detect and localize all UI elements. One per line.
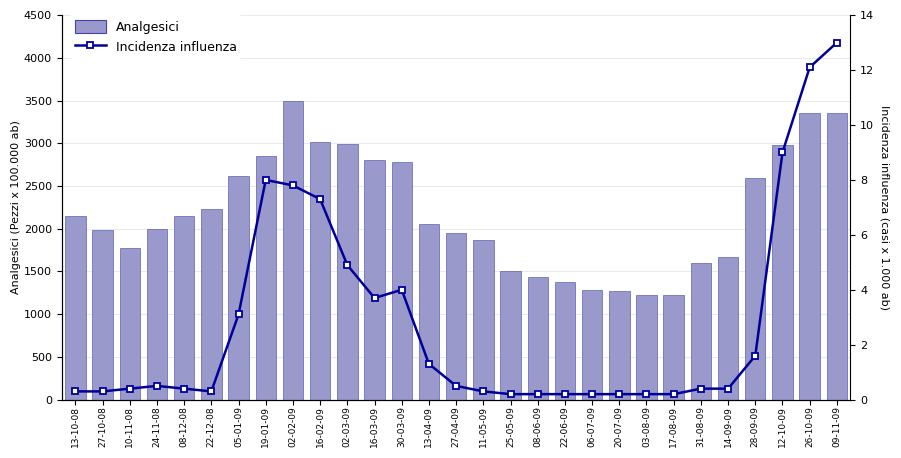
Bar [65, 216, 86, 400]
Bar [364, 159, 385, 400]
Bar [201, 209, 222, 400]
Bar [92, 230, 113, 400]
Legend: Analgesici, Incidenza influenza: Analgesici, Incidenza influenza [69, 15, 241, 59]
Bar [691, 263, 711, 400]
Bar [310, 142, 331, 400]
Bar [174, 216, 195, 400]
Bar [446, 233, 467, 400]
Bar [609, 291, 630, 400]
Bar [419, 224, 439, 400]
Bar [120, 247, 140, 400]
Bar [827, 113, 847, 400]
Bar [772, 145, 793, 400]
Bar [256, 156, 276, 400]
Bar [147, 229, 167, 400]
Bar [337, 144, 358, 400]
Bar [283, 101, 303, 400]
Y-axis label: Analgesici (Pezzi x 100.000 ab): Analgesici (Pezzi x 100.000 ab) [11, 120, 21, 294]
Bar [228, 176, 249, 400]
Bar [500, 272, 521, 400]
Y-axis label: Incidenza influenza (casi x 1.000 ab): Incidenza influenza (casi x 1.000 ab) [880, 105, 890, 310]
Bar [527, 278, 548, 400]
Bar [718, 257, 738, 400]
Bar [555, 282, 575, 400]
Bar [473, 240, 494, 400]
Bar [636, 295, 657, 400]
Bar [392, 162, 412, 400]
Bar [745, 178, 766, 400]
Bar [799, 113, 820, 400]
Bar [663, 294, 684, 400]
Bar [582, 290, 602, 400]
